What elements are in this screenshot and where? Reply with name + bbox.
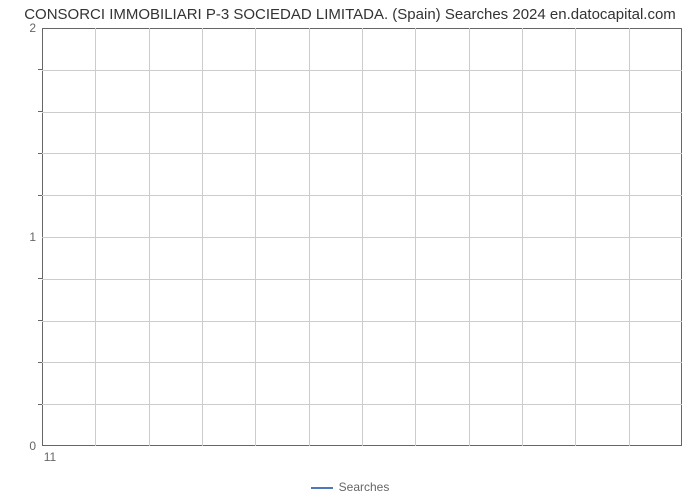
xtick-label: 11 [44, 450, 56, 464]
ytick-minor [38, 153, 42, 154]
ytick-minor [38, 69, 42, 70]
grid-line-h [42, 195, 682, 196]
ytick-minor [38, 278, 42, 279]
ytick-label: 2 [29, 21, 36, 35]
ytick-minor [38, 320, 42, 321]
grid-line-h [42, 404, 682, 405]
ytick-minor [38, 195, 42, 196]
ytick-minor [38, 111, 42, 112]
grid-line-h [42, 112, 682, 113]
grid-line-h [42, 362, 682, 363]
grid-line-h [42, 237, 682, 238]
grid-line-h [42, 70, 682, 71]
ytick-minor [38, 362, 42, 363]
legend: Searches [0, 480, 700, 494]
ytick-label: 1 [29, 230, 36, 244]
chart-title: CONSORCI IMMOBILIARI P-3 SOCIEDAD LIMITA… [0, 6, 700, 23]
legend-label: Searches [339, 480, 390, 494]
grid-line-h [42, 321, 682, 322]
plot-area: 01211 [42, 28, 682, 446]
legend-swatch [311, 487, 333, 489]
ytick-label: 0 [29, 439, 36, 453]
ytick-minor [38, 404, 42, 405]
grid-line-h [42, 279, 682, 280]
grid-line-h [42, 153, 682, 154]
